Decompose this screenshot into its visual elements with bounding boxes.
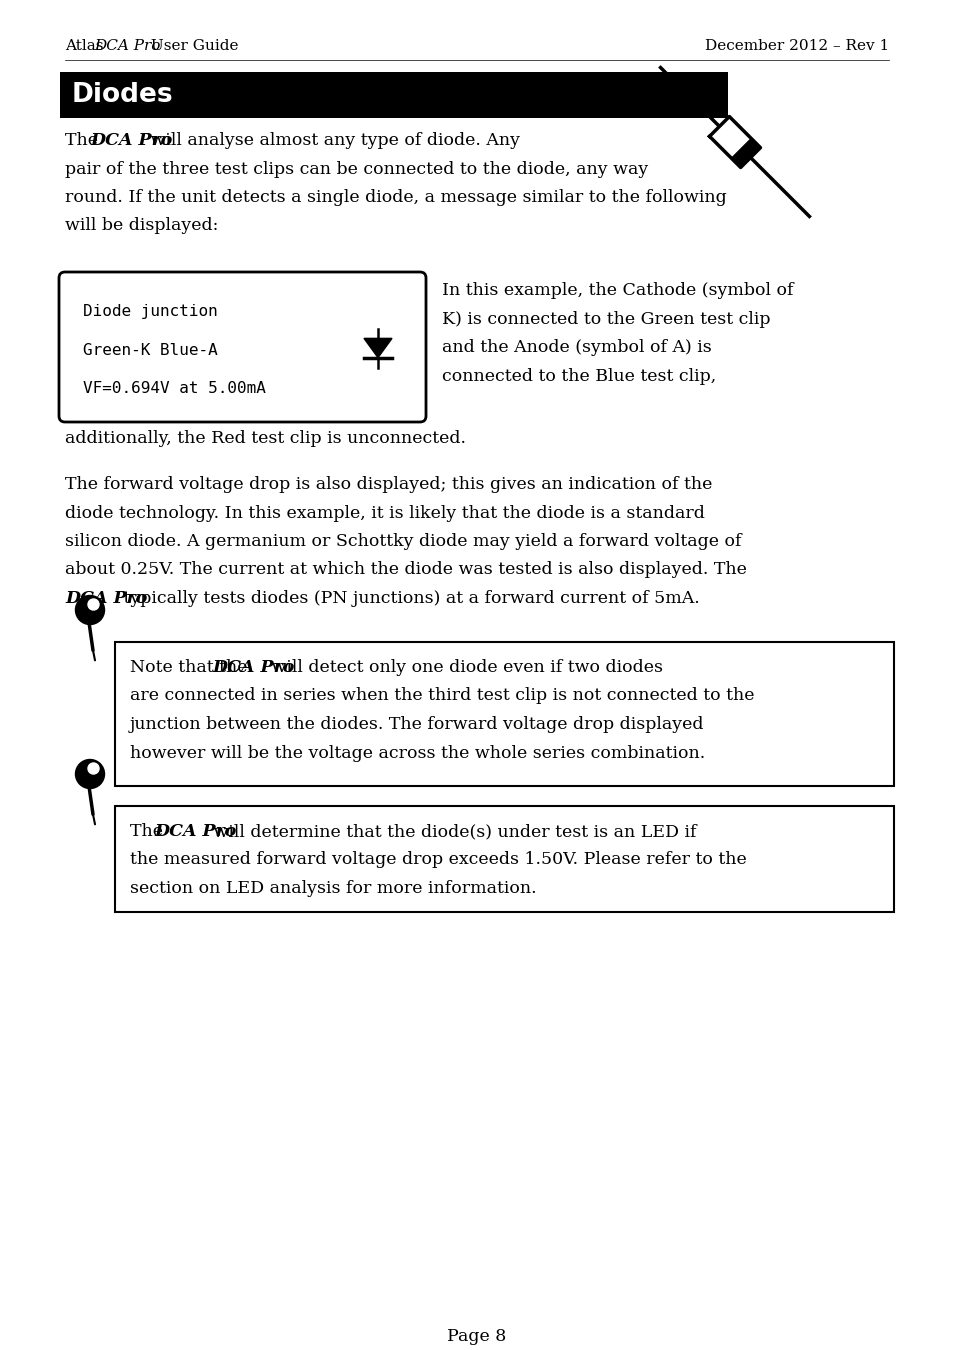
Bar (115, 643, 893, 786)
Text: Green-K Blue-A: Green-K Blue-A (83, 343, 217, 358)
Text: will analyse almost any type of diode. Any: will analyse almost any type of diode. A… (145, 132, 519, 148)
Polygon shape (364, 339, 392, 358)
Text: about 0.25V. The current at which the diode was tested is also displayed. The: about 0.25V. The current at which the di… (65, 562, 746, 579)
Text: Diode junction: Diode junction (83, 304, 217, 319)
Text: silicon diode. A germanium or Schottky diode may yield a forward voltage of: silicon diode. A germanium or Schottky d… (65, 533, 740, 549)
Circle shape (88, 599, 99, 610)
Polygon shape (731, 139, 760, 167)
Text: and the Anode (symbol of A) is: and the Anode (symbol of A) is (441, 339, 711, 356)
Polygon shape (709, 116, 760, 167)
Text: Note that the: Note that the (130, 659, 253, 676)
FancyBboxPatch shape (59, 271, 426, 423)
Text: The: The (65, 132, 103, 148)
Text: section on LED analysis for more information.: section on LED analysis for more informa… (130, 880, 536, 896)
Text: DCA Pro: DCA Pro (94, 39, 160, 53)
Bar (60, 72, 727, 117)
Text: December 2012 – Rev 1: December 2012 – Rev 1 (704, 39, 888, 53)
Text: round. If the unit detects a single diode, a message similar to the following: round. If the unit detects a single diod… (65, 189, 726, 207)
Text: junction between the diodes. The forward voltage drop displayed: junction between the diodes. The forward… (130, 716, 703, 733)
Text: DCA Pro: DCA Pro (212, 659, 294, 676)
Text: User Guide: User Guide (147, 39, 239, 53)
Text: will detect only one diode even if two diodes: will detect only one diode even if two d… (265, 659, 661, 676)
Text: K) is connected to the Green test clip: K) is connected to the Green test clip (441, 310, 770, 328)
Text: The forward voltage drop is also displayed; this gives an indication of the: The forward voltage drop is also display… (65, 477, 712, 493)
Text: DCA Pro: DCA Pro (91, 132, 172, 148)
Circle shape (75, 760, 105, 788)
Text: will determine that the diode(s) under test is an LED if: will determine that the diode(s) under t… (208, 824, 696, 840)
Text: pair of the three test clips can be connected to the diode, any way: pair of the three test clips can be conn… (65, 161, 648, 177)
Text: Atlas: Atlas (65, 39, 109, 53)
Text: are connected in series when the third test clip is not connected to the: are connected in series when the third t… (130, 687, 754, 705)
Bar (115, 806, 893, 913)
Circle shape (75, 595, 105, 625)
Text: The: The (130, 824, 169, 840)
Circle shape (88, 763, 99, 774)
Text: Page 8: Page 8 (447, 1328, 506, 1345)
Text: VF=0.694V at 5.00mA: VF=0.694V at 5.00mA (83, 381, 266, 396)
Text: additionally, the Red test clip is unconnected.: additionally, the Red test clip is uncon… (65, 431, 465, 447)
Text: In this example, the Cathode (symbol of: In this example, the Cathode (symbol of (441, 282, 793, 298)
Text: the measured forward voltage drop exceeds 1.50V. Please refer to the: the measured forward voltage drop exceed… (130, 852, 746, 868)
Text: Diodes: Diodes (71, 82, 173, 108)
Text: diode technology. In this example, it is likely that the diode is a standard: diode technology. In this example, it is… (65, 505, 704, 521)
Text: will be displayed:: will be displayed: (65, 217, 218, 235)
Text: DCA Pro: DCA Pro (154, 824, 236, 840)
Text: typically tests diodes (PN junctions) at a forward current of 5mA.: typically tests diodes (PN junctions) at… (118, 590, 700, 608)
Text: connected to the Blue test clip,: connected to the Blue test clip, (441, 367, 716, 385)
Text: DCA Pro: DCA Pro (65, 590, 147, 608)
Text: however will be the voltage across the whole series combination.: however will be the voltage across the w… (130, 744, 704, 761)
